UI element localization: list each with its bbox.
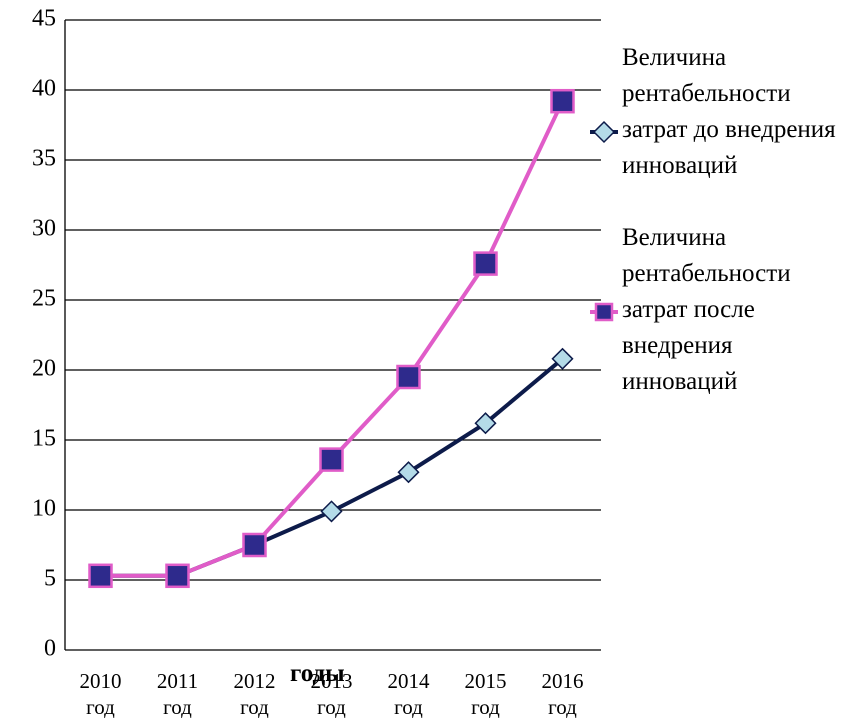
marker	[550, 88, 575, 114]
legend-label: Величина рентабельности затрат до внедре…	[622, 44, 836, 179]
series	[88, 88, 575, 589]
x-tick-label: 2014 год	[387, 669, 430, 719]
y-tick-label: 30	[32, 216, 56, 242]
x-axis-label: годы	[290, 660, 345, 687]
y-tick-label: 25	[32, 286, 56, 312]
y-tick-label: 0	[44, 636, 56, 662]
x-tick-label: 2016 год	[541, 669, 584, 719]
marker	[319, 447, 344, 472]
x-tick-label: 2012 год	[233, 669, 276, 719]
marker	[474, 412, 497, 435]
marker	[242, 532, 267, 558]
y-tick-label: 40	[32, 76, 56, 102]
legend-label: Величина рентабельности затрат после вне…	[622, 224, 791, 395]
marker	[396, 364, 421, 390]
y-tick-label: 35	[32, 146, 56, 172]
marker	[320, 500, 343, 523]
x-tick-label: 2011 год	[156, 669, 199, 719]
marker	[473, 251, 498, 276]
marker	[397, 461, 420, 484]
marker	[551, 347, 574, 370]
y-tick-label: 5	[44, 566, 56, 592]
y-tick-label: 15	[32, 426, 56, 452]
x-tick-label: 2013 год	[310, 669, 353, 719]
y-tick-label: 45	[32, 6, 56, 32]
marker	[165, 563, 190, 589]
legend-marker	[594, 302, 614, 322]
x-tick-label: 2010 год	[79, 669, 122, 719]
y-tick-label: 10	[32, 496, 56, 522]
x-tick-label: 2015 год	[464, 669, 507, 719]
legend-marker	[592, 120, 616, 144]
marker	[88, 563, 113, 589]
y-tick-label: 20	[32, 356, 56, 382]
